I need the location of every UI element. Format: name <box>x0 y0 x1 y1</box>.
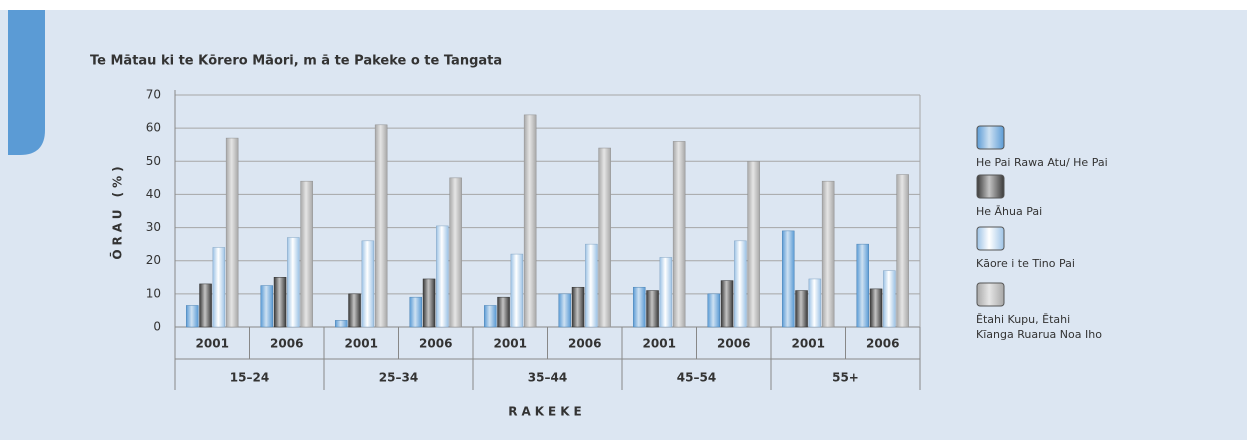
bar <box>449 177 462 328</box>
legend-swatch <box>976 282 1005 307</box>
bar <box>300 180 313 328</box>
bar <box>348 293 361 328</box>
bar <box>720 280 734 328</box>
bar <box>374 124 388 328</box>
bar <box>361 240 375 328</box>
legend-label: He Āhua Pai <box>976 205 1043 218</box>
group-label: 45–54 <box>677 371 716 385</box>
y-tick-label: 10 <box>146 286 161 300</box>
bar <box>558 293 571 328</box>
bar <box>707 293 720 328</box>
legend-entry: Ētahi Kupu, Ētahi Kīanga Ruarua Noa Iho <box>976 282 1136 342</box>
x-tick-label: 2001 <box>196 337 229 351</box>
x-tick-label: 2001 <box>345 337 378 351</box>
group-label: 25–34 <box>379 371 418 385</box>
bar <box>883 270 896 328</box>
legend-swatch <box>976 174 1005 199</box>
bar <box>510 253 524 328</box>
legend-label: Ētahi Kupu, Ētahi Kīanga Ruarua Noa Iho <box>976 313 1102 341</box>
bar <box>734 240 747 328</box>
x-tick-label: 2006 <box>419 337 452 351</box>
panel <box>0 10 1247 440</box>
y-tick-label: 40 <box>146 187 161 201</box>
legend-swatch <box>976 226 1005 251</box>
bar <box>422 278 436 328</box>
y-tick-label: 70 <box>146 88 161 102</box>
bar <box>523 114 537 328</box>
x-axis-title: RAKEKE <box>508 405 586 419</box>
group-label: 55+ <box>832 371 859 385</box>
bar <box>484 305 497 328</box>
legend-swatch-rect <box>976 226 1005 251</box>
bar <box>585 243 598 328</box>
bar <box>571 286 585 328</box>
bar <box>260 285 273 328</box>
legend-swatch-rect <box>976 174 1005 199</box>
bar <box>287 237 300 328</box>
legend-entry: He Āhua Pai <box>976 174 1136 219</box>
y-tick-label: 20 <box>146 253 161 267</box>
legend-entry: He Pai Rawa Atu/ He Pai <box>976 125 1136 170</box>
bar <box>646 290 659 328</box>
bar <box>896 174 909 328</box>
x-tick-label: 2006 <box>717 337 750 351</box>
bar <box>747 161 760 328</box>
x-tick-label: 2001 <box>494 337 527 351</box>
legend-swatch-rect <box>976 125 1005 150</box>
bar <box>633 286 646 328</box>
bar <box>782 230 795 328</box>
bar <box>273 277 287 328</box>
bar <box>795 290 808 328</box>
bar <box>225 137 239 328</box>
x-tick-label: 2006 <box>568 337 601 351</box>
bar <box>409 296 422 328</box>
bar <box>186 305 199 328</box>
bar <box>497 296 510 328</box>
bar <box>856 243 869 328</box>
x-tick-label: 2001 <box>643 337 676 351</box>
legend-swatch-rect <box>976 282 1005 307</box>
x-tick-label: 2006 <box>866 337 899 351</box>
y-axis-title: ŌRAU (%) <box>110 162 125 259</box>
bar <box>821 180 835 328</box>
bar <box>869 288 883 328</box>
y-tick-label: 0 <box>153 320 161 334</box>
bar <box>598 147 611 328</box>
tab <box>8 10 45 155</box>
bar <box>335 320 348 328</box>
group-label: 15–24 <box>230 371 269 385</box>
x-tick-label: 2006 <box>270 337 303 351</box>
legend-entry: Kāore i te Tino Pai <box>976 226 1136 271</box>
x-tick-label: 2001 <box>792 337 825 351</box>
y-tick-label: 60 <box>146 121 161 135</box>
bar <box>672 141 686 328</box>
bar <box>212 247 226 328</box>
bar <box>659 257 673 328</box>
bar <box>199 283 212 328</box>
bar <box>808 278 822 328</box>
y-tick-label: 50 <box>146 154 161 168</box>
legend-label: He Pai Rawa Atu/ He Pai <box>976 156 1108 169</box>
legend-label: Kāore i te Tino Pai <box>976 257 1075 270</box>
y-tick-label: 30 <box>146 220 161 234</box>
bar <box>436 225 449 328</box>
legend-swatch <box>976 125 1005 150</box>
chart-title: Te Mātau ki te Kōrero Māori, m ā te Pake… <box>90 54 502 69</box>
group-label: 35–44 <box>528 371 567 385</box>
